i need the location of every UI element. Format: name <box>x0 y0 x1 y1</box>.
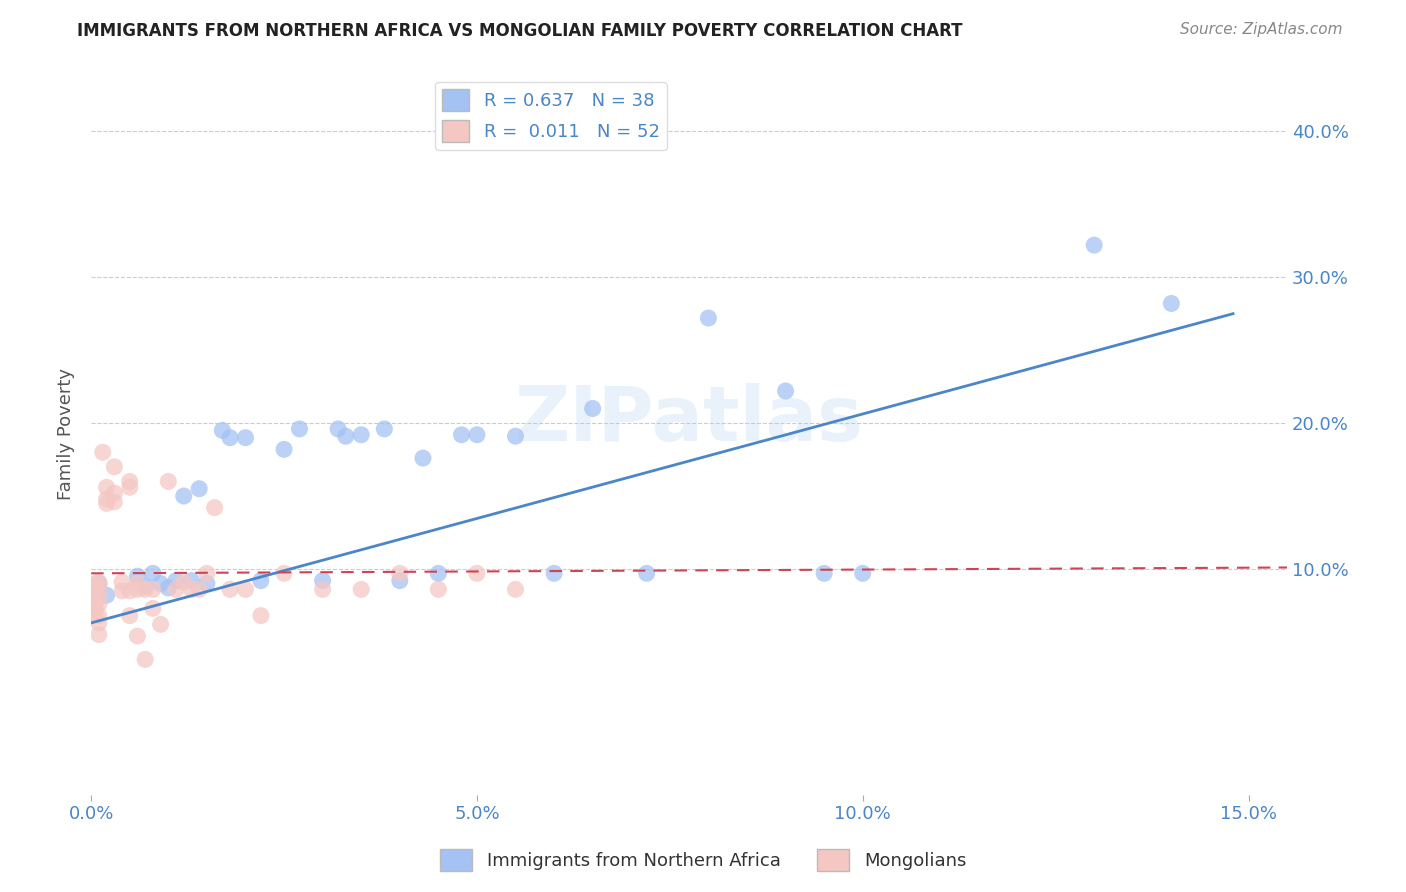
Point <box>235 582 257 597</box>
Point <box>84 583 107 598</box>
Point <box>84 579 107 593</box>
Point <box>350 582 373 597</box>
Point <box>636 566 658 581</box>
Point <box>127 569 149 583</box>
Point <box>582 401 605 416</box>
Point <box>142 566 165 581</box>
Text: Source: ZipAtlas.com: Source: ZipAtlas.com <box>1180 22 1343 37</box>
Point <box>118 480 141 494</box>
Point <box>84 591 107 606</box>
Point <box>118 608 141 623</box>
Point <box>127 629 149 643</box>
Point <box>373 422 395 436</box>
Point <box>195 576 218 591</box>
Point <box>84 606 107 620</box>
Point <box>165 582 187 597</box>
Point <box>335 429 357 443</box>
Point <box>427 582 450 597</box>
Point <box>311 582 333 597</box>
Point <box>775 384 797 398</box>
Point <box>180 582 202 597</box>
Point <box>127 582 149 597</box>
Point <box>173 489 195 503</box>
Point <box>96 480 118 494</box>
Legend: R = 0.637   N = 38, R =  0.011   N = 52: R = 0.637 N = 38, R = 0.011 N = 52 <box>434 82 666 150</box>
Point <box>388 566 411 581</box>
Point <box>195 566 218 581</box>
Point <box>450 427 472 442</box>
Point <box>219 582 242 597</box>
Point <box>465 566 488 581</box>
Point <box>134 652 156 666</box>
Point <box>188 482 211 496</box>
Point <box>388 574 411 588</box>
Point <box>134 582 156 597</box>
Point <box>813 566 835 581</box>
Point <box>84 601 107 615</box>
Point <box>505 582 527 597</box>
Point <box>142 601 165 615</box>
Text: IMMIGRANTS FROM NORTHERN AFRICA VS MONGOLIAN FAMILY POVERTY CORRELATION CHART: IMMIGRANTS FROM NORTHERN AFRICA VS MONGO… <box>77 22 963 40</box>
Point <box>204 500 226 515</box>
Point <box>157 581 180 595</box>
Point <box>273 566 295 581</box>
Point <box>543 566 565 581</box>
Point <box>427 566 450 581</box>
Point <box>326 422 349 436</box>
Text: ZIPatlas: ZIPatlas <box>515 383 863 457</box>
Point <box>288 422 311 436</box>
Point <box>180 574 202 588</box>
Point <box>87 575 110 590</box>
Point <box>84 597 107 611</box>
Y-axis label: Family Poverty: Family Poverty <box>58 368 75 500</box>
Point <box>1160 296 1182 310</box>
Point <box>103 459 125 474</box>
Point <box>91 445 114 459</box>
Point <box>149 576 172 591</box>
Point <box>311 574 333 588</box>
Point <box>87 576 110 591</box>
Point <box>173 575 195 590</box>
Point <box>96 491 118 506</box>
Point <box>87 615 110 630</box>
Point <box>697 311 720 326</box>
Point <box>165 574 187 588</box>
Point <box>412 451 434 466</box>
Point <box>87 608 110 623</box>
Point <box>87 627 110 641</box>
Point <box>111 583 134 598</box>
Point <box>350 427 373 442</box>
Legend: Immigrants from Northern Africa, Mongolians: Immigrants from Northern Africa, Mongoli… <box>433 842 973 879</box>
Point <box>127 576 149 591</box>
Point <box>142 582 165 597</box>
Point <box>273 442 295 457</box>
Point <box>211 423 233 437</box>
Point <box>87 579 110 593</box>
Point <box>87 597 110 611</box>
Point <box>111 575 134 590</box>
Point <box>465 427 488 442</box>
Point <box>134 579 156 593</box>
Point <box>118 583 141 598</box>
Point <box>250 608 273 623</box>
Point <box>219 431 242 445</box>
Point <box>157 475 180 489</box>
Point <box>188 582 211 597</box>
Point <box>1083 238 1105 252</box>
Point <box>250 574 273 588</box>
Point <box>103 495 125 509</box>
Point <box>852 566 875 581</box>
Point <box>118 475 141 489</box>
Point <box>149 617 172 632</box>
Point <box>103 486 125 500</box>
Point <box>84 576 107 591</box>
Point <box>235 431 257 445</box>
Point <box>96 588 118 602</box>
Point <box>96 496 118 510</box>
Point <box>505 429 527 443</box>
Point <box>87 588 110 602</box>
